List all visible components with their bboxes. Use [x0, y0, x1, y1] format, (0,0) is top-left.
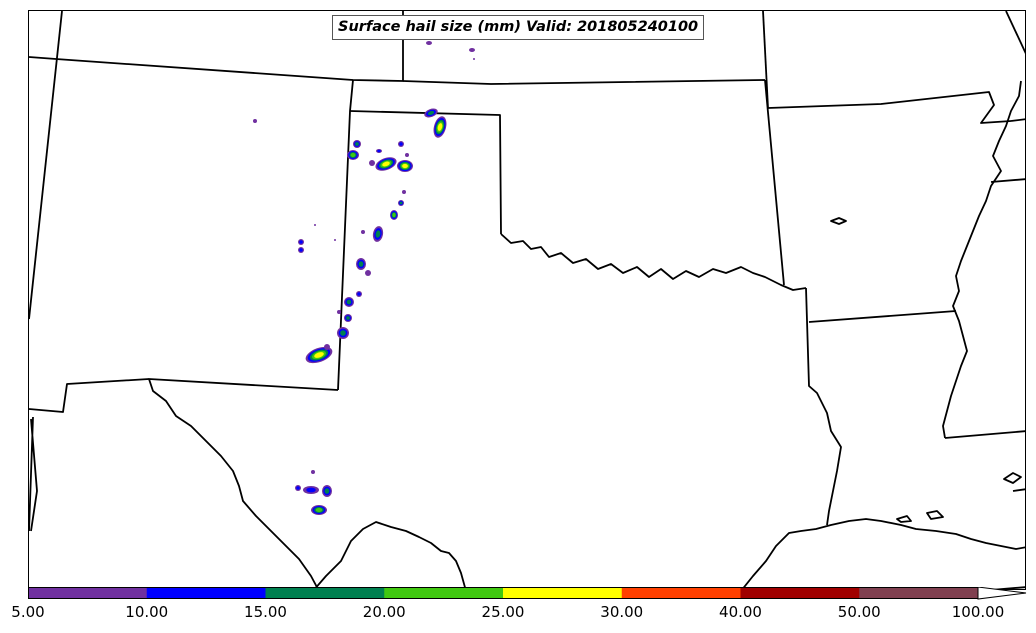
boundary-tn-north — [1010, 118, 1025, 122]
colorbar-tick-label: 25.00 — [481, 603, 525, 621]
boundary-mexico-west — [29, 416, 38, 532]
hail-contour — [324, 488, 330, 494]
hail-contour — [399, 201, 403, 205]
colorbar-segment — [503, 587, 623, 599]
hail-contour — [405, 153, 409, 157]
hail-contour — [314, 224, 316, 226]
colorbar-tick-label: 40.00 — [719, 603, 762, 621]
hail-contour — [346, 299, 352, 305]
colorbar-outline — [28, 587, 979, 599]
colorbar-tick-label: 10.00 — [125, 603, 169, 621]
boundary-rio-grande — [313, 521, 467, 589]
hail-contour — [382, 161, 390, 167]
colorbar-segment — [265, 587, 385, 599]
colorbar-tick-label: 100.00 — [951, 603, 1005, 621]
hail-contour — [365, 270, 371, 276]
hail-contour — [314, 352, 324, 358]
hail-contour — [392, 213, 396, 217]
hail-contour — [346, 316, 350, 320]
hail-contour — [324, 344, 330, 350]
hail-contour — [402, 163, 408, 169]
boundary-red-river — [500, 233, 807, 291]
hail-contour — [334, 239, 336, 241]
boundary-ms-river — [942, 80, 1022, 439]
hail-contour — [402, 190, 406, 194]
boundary-ar-north — [767, 91, 1012, 124]
hail-contour — [315, 508, 323, 512]
boundary-nm-south — [148, 378, 339, 589]
lake-feature — [830, 217, 847, 225]
boundary-ok-east — [764, 79, 785, 286]
map-title: Surface hail size (mm) Valid: 2018052401… — [332, 15, 705, 40]
hail-contour — [375, 230, 381, 238]
coastal-islands — [896, 472, 1025, 523]
colorbar-tick-label: 30.00 — [600, 603, 644, 621]
colorbar — [28, 587, 1027, 600]
hail-contour — [427, 110, 435, 116]
colorbar-segment — [740, 587, 860, 599]
hail-contour — [340, 330, 346, 336]
hail-contour — [306, 487, 316, 493]
boundary-gulf-coast — [741, 518, 1025, 589]
hail-contour — [337, 310, 341, 314]
boundary-tx-east — [805, 287, 842, 526]
hail-contour — [311, 470, 315, 474]
boundary-ut-az-co-line — [29, 11, 63, 320]
hail-contour — [369, 160, 375, 166]
hail-contour — [296, 486, 300, 490]
map-panel — [28, 10, 1026, 590]
hail-contour — [299, 240, 303, 244]
hail-swaths — [253, 41, 475, 515]
hail-contour — [437, 123, 443, 131]
hail-contour — [299, 248, 303, 252]
hail-contour — [355, 142, 359, 146]
colorbar-tick-label: 15.00 — [244, 603, 287, 621]
hail-contour — [357, 292, 361, 296]
boundary-ar-la — [808, 310, 957, 323]
colorbar-tick-label: 50.00 — [837, 603, 881, 621]
boundary-la-ms — [944, 430, 1025, 439]
boundary-gulf-coast-lower — [992, 586, 1025, 589]
boundary-ms-north — [990, 178, 1025, 183]
boundary-co-nm-west — [337, 79, 354, 391]
colorbar-tick-label: 20.00 — [362, 603, 406, 621]
colorbar-segment — [28, 587, 148, 599]
hail-contour — [361, 230, 365, 234]
hail-contour — [426, 41, 432, 45]
hail-contour — [377, 149, 381, 153]
hail-contour — [358, 261, 364, 267]
map-canvas — [29, 11, 1025, 589]
hail-contour — [350, 153, 356, 157]
hail-contour — [473, 58, 475, 60]
colorbar-extend-arrow — [977, 587, 1027, 600]
colorbar-segment — [146, 587, 266, 599]
colorbar-segment — [621, 587, 741, 599]
boundary-ks-mo — [762, 11, 769, 109]
boundary-ok-north — [349, 110, 502, 235]
hail-contour — [469, 48, 475, 52]
boundary-al-ms — [1005, 11, 1025, 54]
hail-contour — [253, 119, 257, 123]
state-boundaries — [29, 11, 1025, 589]
colorbar-tick-label: 5.00 — [11, 603, 45, 621]
boundary-ks-north — [402, 79, 766, 85]
colorbar-segment — [384, 587, 504, 599]
hail-contour — [399, 142, 403, 146]
boundary-az-nm — [29, 378, 150, 413]
colorbar-segment — [859, 587, 979, 599]
